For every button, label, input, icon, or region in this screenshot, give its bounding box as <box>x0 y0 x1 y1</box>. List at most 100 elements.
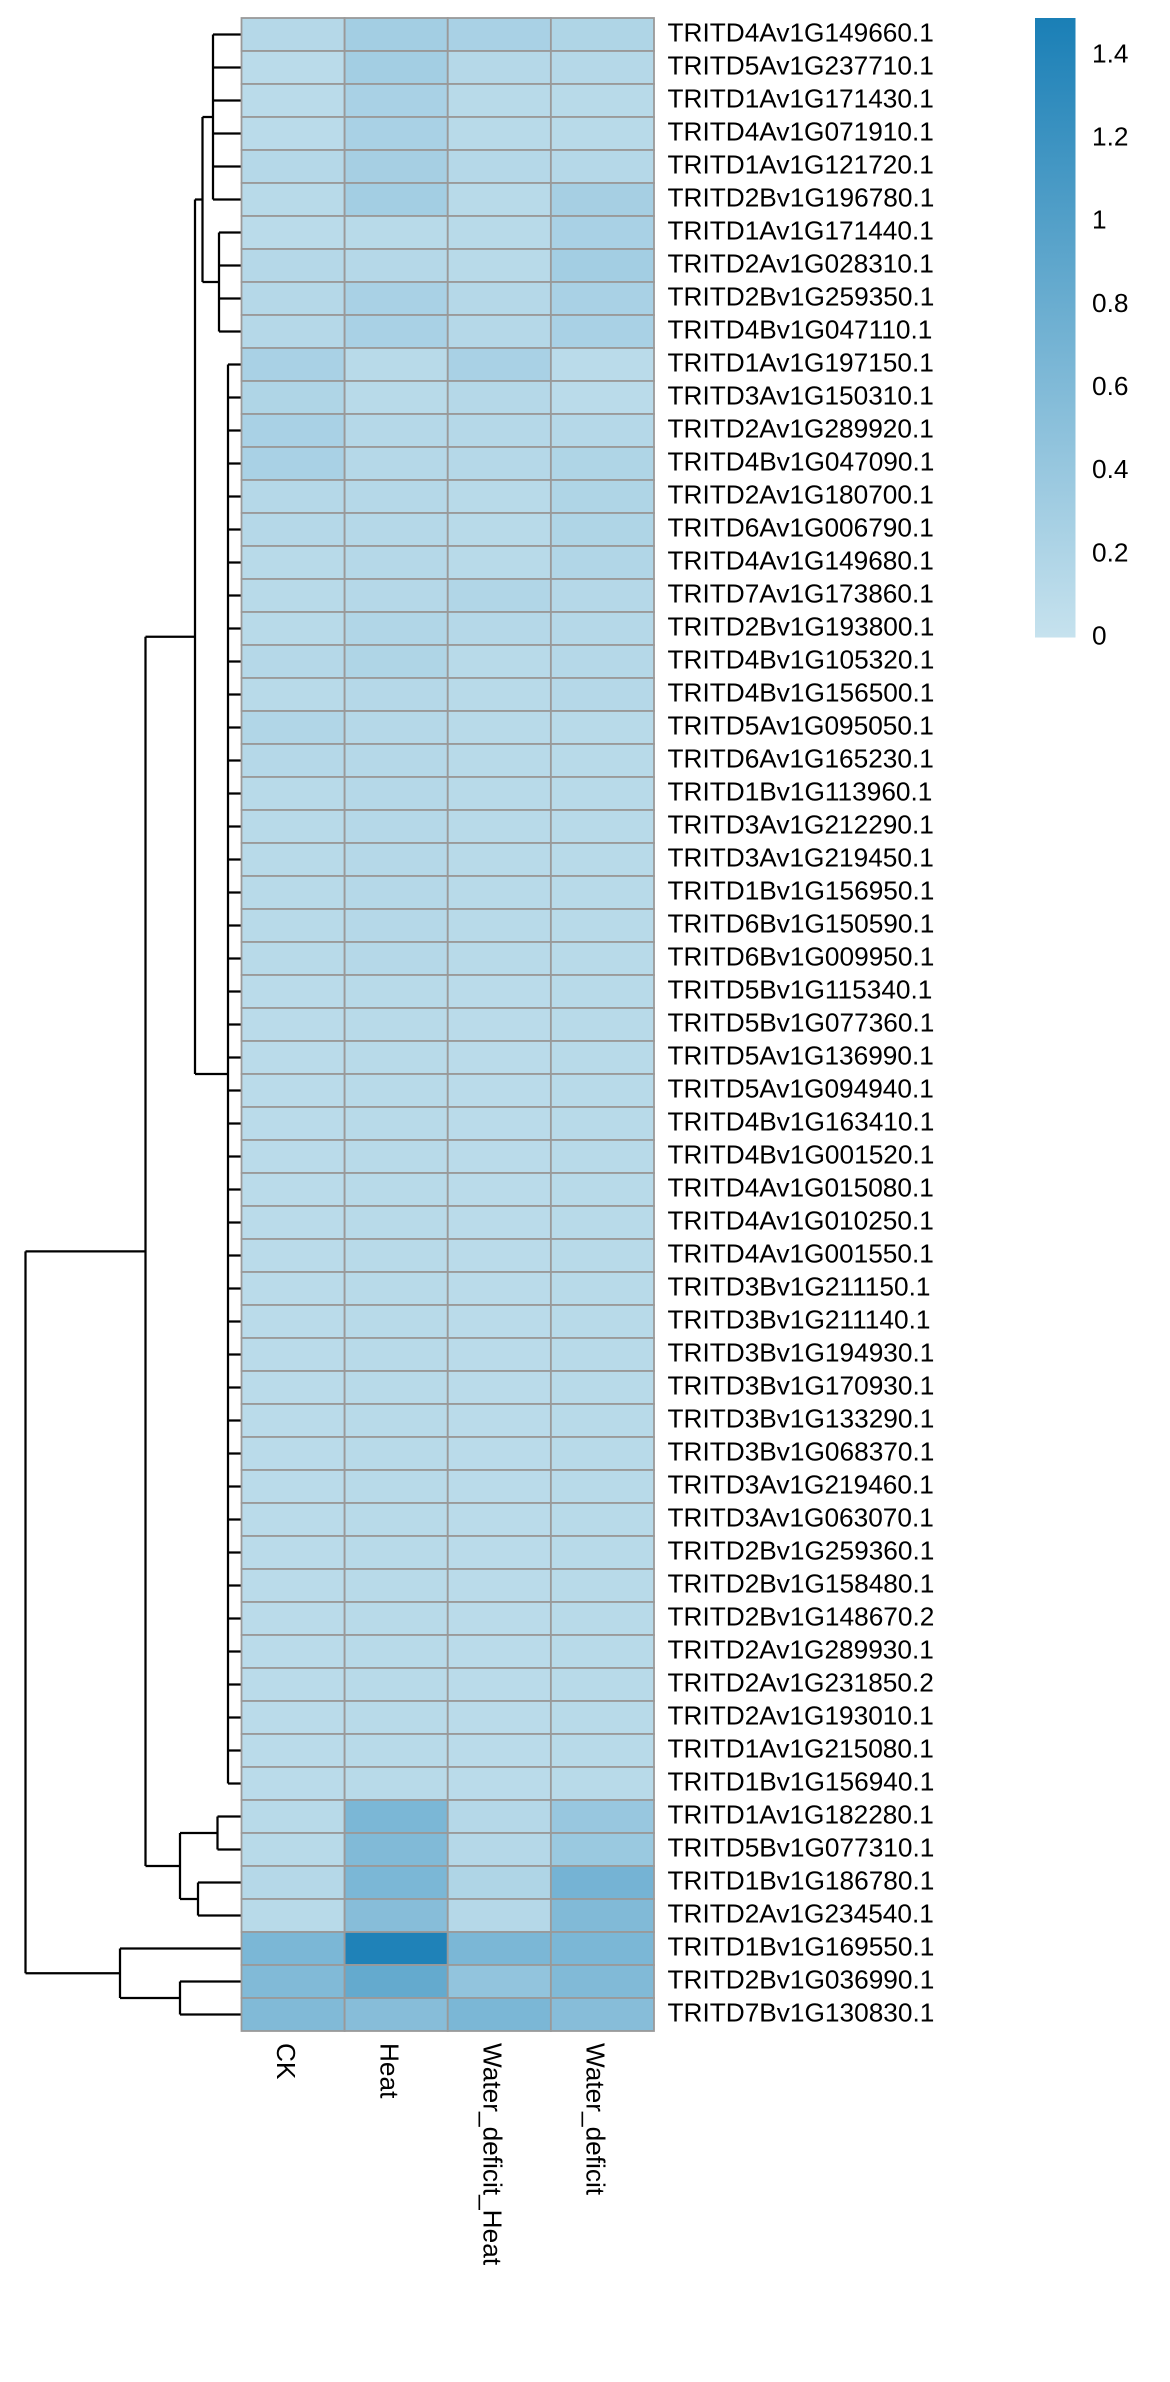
heatmap-cell <box>240 908 346 943</box>
heatmap-cell <box>446 1667 552 1702</box>
heatmap-cell <box>240 512 346 547</box>
heatmap-cell <box>549 1931 655 1966</box>
heatmap-cell <box>343 50 449 85</box>
colorbar-tick-label: 0 <box>1092 620 1107 650</box>
heatmap-cell <box>446 1403 552 1438</box>
heatmap-cell <box>343 1733 449 1768</box>
row-label: TRITD2Av1G028310.1 <box>667 248 933 278</box>
row-label: TRITD1Av1G215080.1 <box>667 1733 933 1763</box>
heatmap-cell <box>446 1469 552 1504</box>
row-label: TRITD4Av1G010250.1 <box>667 1205 933 1235</box>
heatmap-cell <box>549 578 655 613</box>
heatmap-cell <box>240 1832 346 1867</box>
heatmap-cell <box>549 1337 655 1372</box>
heatmap-cell <box>446 1337 552 1372</box>
heatmap-cell <box>343 1535 449 1570</box>
heatmap-cell <box>446 1865 552 1900</box>
heatmap-cell <box>343 149 449 184</box>
heatmap-cell <box>343 248 449 283</box>
heatmap-cell <box>343 1139 449 1174</box>
heatmap-cell <box>343 1337 449 1372</box>
heatmap-cell <box>343 83 449 118</box>
row-label: TRITD3Av1G063070.1 <box>667 1502 933 1532</box>
row-label: TRITD4Bv1G156500.1 <box>667 677 934 707</box>
heatmap-cell <box>549 1568 655 1603</box>
row-label: TRITD2Bv1G193800.1 <box>667 611 934 641</box>
heatmap-cell <box>446 1964 552 1999</box>
row-label: TRITD1Bv1G169550.1 <box>667 1931 934 1961</box>
heatmap-cell <box>446 1172 552 1207</box>
row-label: TRITD3Av1G219460.1 <box>667 1469 933 1499</box>
heatmap-cell <box>240 1568 346 1603</box>
heatmap-cell <box>343 1667 449 1702</box>
heatmap-cell <box>549 809 655 844</box>
heatmap-cell <box>343 1700 449 1735</box>
heatmap-cell <box>240 677 346 712</box>
heatmap-cell <box>240 479 346 514</box>
heatmap-cell <box>240 1865 346 1900</box>
heatmap-cell <box>549 479 655 514</box>
heatmap-cell <box>240 1964 346 1999</box>
heatmap-cell <box>240 1601 346 1636</box>
row-label: TRITD1Bv1G186780.1 <box>667 1865 934 1895</box>
heatmap-cell <box>240 1304 346 1339</box>
heatmap-cell <box>549 1403 655 1438</box>
heatmap-cell <box>446 1073 552 1108</box>
heatmap-cell <box>343 908 449 943</box>
heatmap-cell <box>446 149 552 184</box>
heatmap-cell <box>549 248 655 283</box>
heatmap-cell <box>343 479 449 514</box>
heatmap-cell <box>240 1700 346 1735</box>
row-label: TRITD1Bv1G156940.1 <box>667 1766 934 1796</box>
heatmap-cell <box>343 974 449 1009</box>
heatmap-cell <box>240 941 346 976</box>
heatmap-cell <box>343 545 449 580</box>
heatmap-cell <box>446 1040 552 1075</box>
heatmap-cell <box>446 1139 552 1174</box>
heatmap-cell <box>446 215 552 250</box>
heatmap-cell <box>549 875 655 910</box>
row-label: TRITD1Bv1G156950.1 <box>667 875 934 905</box>
heatmap-cell <box>549 908 655 943</box>
heatmap-cell <box>549 842 655 877</box>
heatmap-cell <box>240 1370 346 1405</box>
heatmap-cell <box>446 1898 552 1933</box>
heatmap-cell <box>549 1007 655 1042</box>
heatmap-cell <box>446 710 552 745</box>
heatmap-cell <box>549 1469 655 1504</box>
row-label: TRITD2Av1G231850.2 <box>667 1667 933 1697</box>
heatmap-cell <box>549 941 655 976</box>
row-label: TRITD2Av1G180700.1 <box>667 479 933 509</box>
row-label: TRITD2Bv1G196780.1 <box>667 182 934 212</box>
heatmap-cell <box>549 1766 655 1801</box>
heatmap-cell <box>240 776 346 811</box>
row-label: TRITD7Av1G173860.1 <box>667 578 933 608</box>
heatmap-cell <box>240 215 346 250</box>
heatmap-cell <box>240 1403 346 1438</box>
heatmap-cell <box>343 941 449 976</box>
heatmap-cell <box>549 1106 655 1141</box>
heatmap-cell <box>549 1634 655 1669</box>
colorbar-tick-label: 0.2 <box>1092 537 1128 567</box>
heatmap-cell <box>446 1238 552 1273</box>
heatmap-cell <box>549 1238 655 1273</box>
heatmap-cell <box>240 1634 346 1669</box>
row-label: TRITD2Av1G289920.1 <box>667 413 933 443</box>
column-label: Heat <box>374 2043 404 2099</box>
heatmap-cell <box>446 809 552 844</box>
heatmap-cell <box>343 116 449 151</box>
heatmap-cell <box>240 347 346 382</box>
heatmap-cell <box>343 1040 449 1075</box>
heatmap-cell <box>343 1238 449 1273</box>
heatmap-cell <box>343 347 449 382</box>
heatmap-cell <box>240 1205 346 1240</box>
heatmap-cell <box>446 314 552 349</box>
heatmap-cell <box>549 1205 655 1240</box>
heatmap-cell <box>343 512 449 547</box>
heatmap-cell <box>549 347 655 382</box>
heatmap-cell <box>446 347 552 382</box>
row-label: TRITD4Bv1G047110.1 <box>667 314 932 344</box>
heatmap-cell <box>343 380 449 415</box>
row-label: TRITD4Av1G071910.1 <box>667 116 933 146</box>
heatmap-cell <box>446 974 552 1009</box>
